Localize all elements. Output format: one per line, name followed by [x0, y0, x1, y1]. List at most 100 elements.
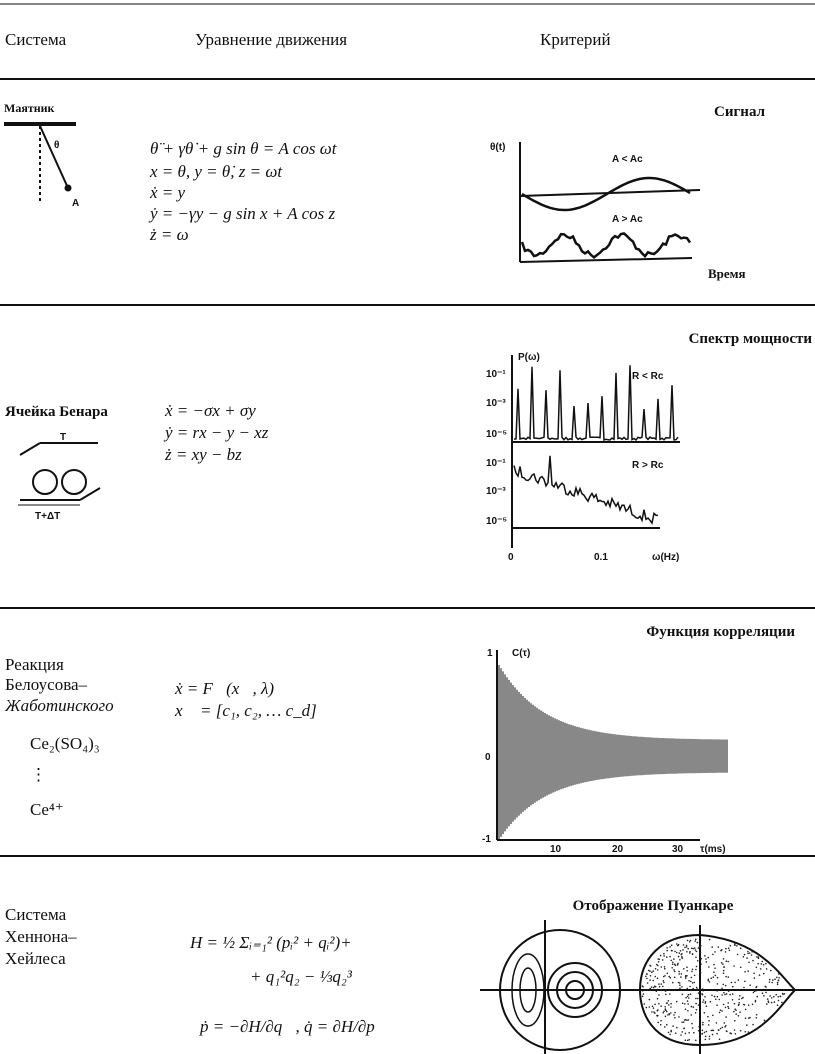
poincare-dot	[769, 995, 771, 997]
poincare-dot	[724, 1006, 727, 1009]
system-name: Система	[5, 905, 67, 924]
poincare-dot	[678, 982, 681, 984]
poincare-dot	[653, 1011, 655, 1013]
poincare-dot	[748, 961, 750, 964]
tick-label: 0	[485, 752, 491, 763]
poincare-dot	[752, 1023, 754, 1026]
poincare-dot	[681, 957, 683, 960]
poincare-dot	[699, 951, 702, 954]
poincare-dot	[773, 1001, 776, 1003]
tick-label: 10	[550, 844, 562, 855]
poincare-dot	[664, 975, 666, 977]
tick-label: 10⁻¹	[486, 458, 506, 469]
tick-label: 1	[487, 648, 493, 659]
poincare-dot	[655, 990, 658, 993]
poincare-dot	[681, 993, 684, 996]
poincare-dot	[721, 987, 723, 990]
system-name: Белоусова–	[5, 675, 88, 694]
poincare-dot	[707, 956, 709, 959]
poincare-dot	[763, 972, 765, 975]
poincare-dot	[646, 988, 649, 991]
poincare-dot	[684, 977, 687, 979]
poincare-dot	[716, 1032, 718, 1035]
poincare-dot	[739, 995, 741, 997]
equation: ṗ = −∂H/∂q⃗, q̇ = ∂H/∂p⃗	[199, 1017, 388, 1036]
poincare-dot	[667, 1031, 670, 1034]
pendulum	[4, 122, 76, 202]
poincare-dot	[717, 946, 720, 948]
poincare-dot	[727, 1007, 730, 1009]
poincare-dot	[674, 1011, 676, 1014]
poincare-dot	[702, 999, 705, 1001]
poincare-dot	[664, 1008, 666, 1010]
poincare-dot	[726, 1030, 728, 1033]
poincare-dot	[684, 1032, 687, 1035]
poincare-dot	[715, 998, 717, 1001]
poincare-dot	[689, 951, 691, 953]
spectrum-axes	[511, 355, 680, 548]
poincare-dot	[776, 981, 779, 984]
poincare-dot	[749, 984, 751, 986]
poincare-dot	[649, 970, 651, 972]
poincare-dot	[673, 976, 676, 979]
poincare-dot	[687, 947, 689, 950]
system-name: Маятник	[4, 101, 55, 115]
poincare-dot	[679, 950, 682, 952]
signal-curve	[520, 232, 692, 260]
poincare-dot	[693, 981, 696, 984]
tick-label: 10⁻³	[486, 486, 506, 497]
poincare-dot	[678, 1016, 680, 1018]
poincare-dot	[660, 1019, 662, 1022]
poincare-dot	[670, 959, 672, 962]
poincare-dot	[755, 1014, 758, 1016]
poincare-dot	[691, 1027, 694, 1029]
poincare-dot	[654, 1012, 656, 1014]
tick-label: 30	[672, 844, 684, 855]
poincare-dot	[666, 1010, 668, 1013]
poincare-dot	[662, 975, 665, 978]
poincare-dot	[704, 1001, 707, 1003]
poincare-dot	[755, 1017, 758, 1019]
poincare-dot	[760, 963, 763, 965]
poincare-dot	[751, 951, 753, 953]
poincare-dot	[680, 973, 683, 975]
poincare-left	[480, 920, 640, 1054]
system-name: Жаботинского	[4, 696, 114, 715]
poincare-dot	[681, 1021, 683, 1024]
poincare-dot	[728, 989, 731, 991]
poincare-dot	[691, 982, 694, 984]
poincare-dot	[686, 966, 688, 968]
poincare-dot	[742, 956, 745, 958]
poincare-dot	[656, 963, 658, 966]
poincare-dot	[660, 988, 662, 991]
poincare-dot	[735, 1009, 737, 1012]
poincare-dot	[645, 975, 647, 978]
poincare-dot	[670, 949, 673, 952]
poincare-dot	[705, 958, 707, 960]
tick-label: 10⁻¹	[486, 369, 506, 380]
poincare-dot	[646, 977, 648, 980]
poincare-dot	[705, 1005, 708, 1007]
poincare-dot	[673, 963, 676, 965]
poincare-dot	[750, 948, 752, 951]
poincare-dot	[757, 956, 760, 958]
poincare-dot	[668, 1013, 671, 1016]
poincare-dot	[676, 964, 679, 966]
poincare-dot	[664, 1026, 666, 1028]
poincare-dot	[692, 947, 694, 950]
poincare-dot	[680, 953, 683, 956]
poincare-dot	[659, 954, 662, 957]
poincare-dot	[740, 944, 743, 947]
poincare-dot	[677, 962, 679, 965]
tick-label: 10⁻⁵	[486, 429, 507, 440]
poincare-dot	[704, 1035, 707, 1038]
poincare-dot	[742, 996, 744, 999]
poincare-dot	[695, 956, 697, 959]
poincare-dot	[778, 977, 780, 979]
poincare-dot	[713, 995, 716, 998]
poincare-dot	[753, 972, 755, 975]
poincare-dot	[652, 970, 655, 972]
poincare-dot	[686, 995, 689, 998]
poincare-dot	[647, 969, 650, 972]
poincare-dot	[725, 1025, 727, 1027]
